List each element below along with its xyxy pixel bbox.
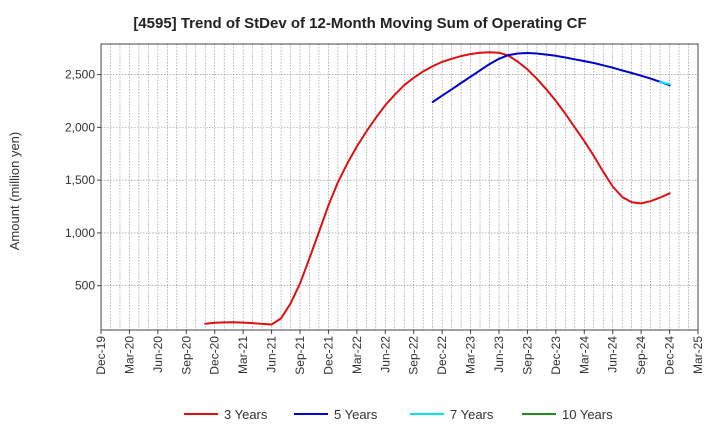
y-tick-label: 2,000: [65, 120, 95, 134]
legend-label: 10 Years: [562, 407, 613, 422]
x-tick-label: Jun-20: [151, 336, 165, 373]
x-tick-label: Jun-24: [606, 336, 620, 373]
legend: 3 Years 5 Years 7 Years 10 Years: [184, 407, 613, 422]
y-tick-label: 2,500: [65, 68, 95, 82]
x-tick-label: Sep-22: [407, 336, 421, 375]
grid: [101, 44, 698, 330]
series-lines: [204, 51, 671, 326]
y-tick-label: 500: [75, 279, 95, 293]
x-tick-label: Sep-24: [634, 336, 648, 375]
legend-label: 7 Years: [450, 407, 494, 422]
series-line-5-years: [431, 52, 671, 103]
x-tick-label: Sep-21: [293, 336, 307, 375]
x-tick-label: Sep-23: [520, 336, 534, 375]
x-tick-label: Dec-19: [94, 336, 108, 375]
legend-label: 5 Years: [334, 407, 378, 422]
plot-frame: [100, 43, 699, 331]
x-tick-label: Jun-22: [378, 336, 392, 373]
x-tick-label: Dec-20: [208, 336, 222, 375]
x-tick-label: Mar-22: [350, 336, 364, 374]
x-tick-label: Dec-22: [435, 336, 449, 375]
y-axis-label: Amount (million yen): [7, 132, 22, 251]
x-tick-label: Mar-24: [577, 336, 591, 374]
x-ticks: Dec-19 Mar-20 Jun-20 Sep-20 Dec-20 Mar-21 Jun-…: [94, 330, 705, 375]
y-ticks: 500 1,000 1,500 2,000 2,500: [65, 68, 101, 293]
y-tick-label: 1,500: [65, 173, 95, 187]
x-tick-label: Jun-21: [265, 336, 279, 373]
x-tick-label: Dec-21: [321, 336, 335, 375]
x-tick-label: Dec-23: [549, 336, 563, 375]
x-tick-label: Mar-20: [122, 336, 136, 374]
x-tick-label: Dec-24: [663, 336, 677, 375]
series-line-3-years: [204, 51, 671, 326]
x-tick-label: Mar-23: [464, 336, 478, 374]
chart-title: [4595] Trend of StDev of 12-Month Moving…: [133, 15, 586, 32]
x-tick-label: Sep-20: [179, 336, 193, 375]
series-line-7-years: [659, 81, 671, 86]
y-tick-label: 1,000: [65, 226, 95, 240]
legend-label: 3 Years: [224, 407, 268, 422]
x-tick-label: Mar-25: [691, 336, 705, 374]
x-tick-label: Jun-23: [492, 336, 506, 373]
x-tick-label: Mar-21: [236, 336, 250, 374]
